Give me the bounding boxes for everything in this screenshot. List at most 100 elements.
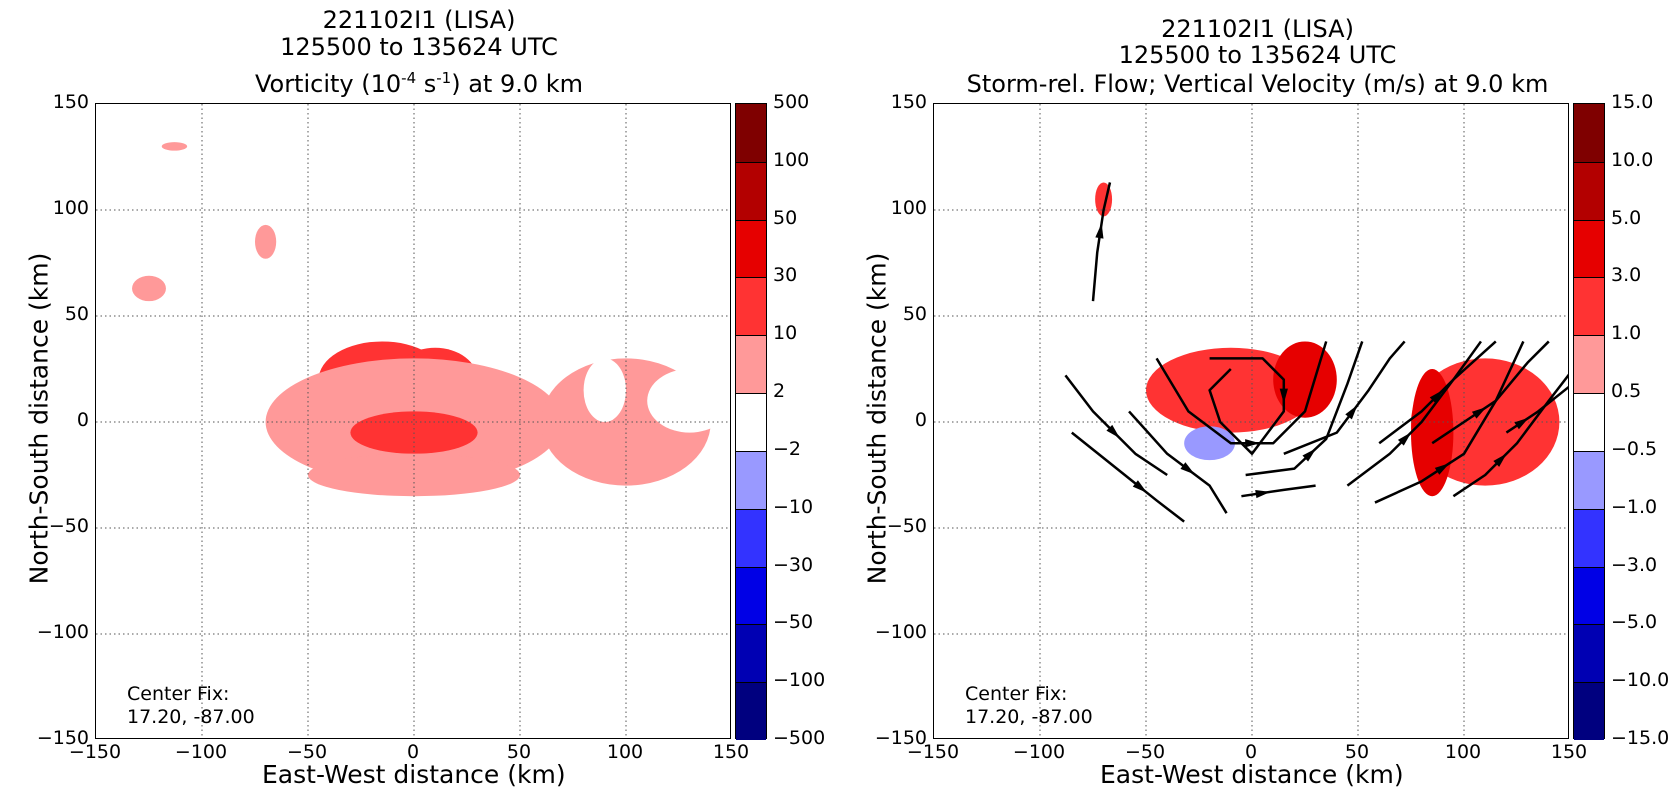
colorbar-segment bbox=[1574, 104, 1604, 162]
streamline-9 bbox=[1346, 340, 1482, 487]
colorbar-tick-label: 100 bbox=[773, 148, 810, 171]
chart-title-line3: Vorticity (10-4 s-1) at 9.0 km bbox=[254, 69, 584, 98]
streamline-11 bbox=[1374, 340, 1525, 504]
contour-blob-6 bbox=[647, 369, 730, 433]
contour-blob-11 bbox=[161, 142, 188, 151]
y-tick-label: −50 bbox=[886, 515, 927, 537]
x-tick-label: 150 bbox=[1550, 741, 1588, 763]
contour-blob-5 bbox=[1124, 464, 1168, 507]
x-tick-label: −50 bbox=[286, 741, 328, 763]
streamline-6 bbox=[1245, 341, 1364, 477]
x-tick-label: −100 bbox=[174, 741, 228, 763]
streamline-arrow-13 bbox=[1493, 453, 1507, 467]
colorbar-tick-label: 10 bbox=[773, 322, 798, 345]
y-tick-label: 150 bbox=[52, 91, 89, 113]
streamline-arrow-8 bbox=[1345, 405, 1358, 420]
streamline-arrow-3 bbox=[1180, 462, 1195, 475]
colorbar-tick-label: −500 bbox=[773, 727, 826, 749]
vorticity-field bbox=[96, 104, 730, 738]
colorbar-segment bbox=[1574, 277, 1604, 336]
chart-title-line2: 125500 to 135624 UTC bbox=[280, 33, 558, 61]
contour-blob-3 bbox=[1411, 369, 1454, 497]
vorticity-plot-area bbox=[95, 103, 731, 739]
y-tick-label: −50 bbox=[48, 515, 89, 537]
vertical-velocity-panel: 221102I1 (LISA) 125500 to 135624 UTC Sto… bbox=[838, 0, 1677, 797]
colorbar-tick-label: 5.0 bbox=[1611, 206, 1642, 229]
y-tick-label: 0 bbox=[76, 409, 89, 431]
x-tick-label: −150 bbox=[906, 741, 960, 763]
y-tick-label: −100 bbox=[36, 621, 89, 643]
colorbar-tick-label: −10 bbox=[773, 495, 814, 518]
colorbar-segment bbox=[736, 682, 766, 740]
colorbar-segment bbox=[1574, 682, 1604, 740]
x-tick-label: 0 bbox=[406, 741, 420, 763]
colorbar-tick-label: 1.0 bbox=[1611, 322, 1642, 345]
colorbar-segment bbox=[1574, 450, 1604, 509]
center-fix-value: 17.20, -87.00 bbox=[965, 706, 1093, 728]
colorbar-tick-label: −5.0 bbox=[1611, 611, 1658, 634]
contour-blob-4 bbox=[1184, 426, 1236, 461]
y-tick-label: 150 bbox=[890, 91, 927, 113]
contour-blob-8 bbox=[132, 275, 166, 302]
x-axis-title: East-West distance (km) bbox=[262, 760, 566, 789]
y-tick-label: −150 bbox=[874, 727, 927, 749]
streamline-arrow-2 bbox=[1132, 480, 1147, 493]
colorbar-segment bbox=[736, 508, 766, 567]
contour-blob-7 bbox=[944, 237, 966, 268]
contour-blob-10 bbox=[161, 256, 179, 270]
contour-blob-9 bbox=[255, 224, 277, 259]
streamline-13 bbox=[1452, 373, 1568, 498]
streamline-arrow-11 bbox=[1434, 463, 1450, 475]
vertical-velocity-field bbox=[934, 104, 1568, 738]
colorbar-tick-label: −100 bbox=[773, 669, 826, 692]
colorbar-tick-label: 500 bbox=[773, 91, 810, 113]
x-axis-title: East-West distance (km) bbox=[1100, 760, 1404, 789]
vorticity-colorbar bbox=[735, 103, 767, 740]
y-tick-label: 100 bbox=[52, 197, 89, 219]
x-tick-label: 50 bbox=[506, 741, 532, 763]
colorbar-tick-label: −1.0 bbox=[1611, 495, 1658, 518]
streamline-arrow-1 bbox=[1106, 424, 1120, 439]
streamline-arrow-9 bbox=[1397, 432, 1412, 446]
vertical-velocity-plot-area bbox=[933, 103, 1569, 739]
colorbar-tick-label: −2 bbox=[773, 437, 802, 460]
streamline-12 bbox=[1431, 340, 1550, 445]
colorbar-segment bbox=[1574, 566, 1604, 625]
vertical-velocity-colorbar bbox=[1573, 103, 1605, 740]
y-tick-label: 100 bbox=[890, 197, 927, 219]
y-tick-label: 50 bbox=[64, 303, 89, 325]
colorbar-tick-label: 0.5 bbox=[1611, 380, 1642, 403]
colorbar-segment bbox=[736, 161, 766, 220]
x-tick-label: 100 bbox=[606, 741, 644, 763]
colorbar-segment bbox=[736, 624, 766, 683]
colorbar-tick-label: −10.0 bbox=[1611, 669, 1670, 692]
streamline-7 bbox=[1241, 484, 1316, 498]
colorbar-segment bbox=[1574, 393, 1604, 451]
y-tick-label: 0 bbox=[914, 409, 927, 431]
y-axis-title: North-South distance (km) bbox=[24, 252, 54, 585]
contour-blob-7 bbox=[583, 358, 626, 422]
streamline-arrow-14 bbox=[1514, 417, 1529, 430]
center-fix-value: 17.20, -87.00 bbox=[127, 706, 255, 728]
colorbar-segment bbox=[1574, 335, 1604, 394]
colorbar-segment bbox=[736, 219, 766, 278]
colorbar-segment bbox=[736, 450, 766, 509]
y-tick-label: −100 bbox=[874, 621, 927, 643]
colorbar-tick-label: 10.0 bbox=[1611, 148, 1654, 171]
colorbar-tick-label: −30 bbox=[773, 553, 814, 576]
x-tick-label: −150 bbox=[68, 741, 122, 763]
contour-blob-6 bbox=[1093, 356, 1136, 382]
vorticity-panel: 221102I1 (LISA) 125500 to 135624 UTC Vor… bbox=[0, 0, 838, 797]
y-axis-title: North-South distance (km) bbox=[862, 252, 892, 585]
streamline-arrow-6 bbox=[1302, 448, 1317, 462]
colorbar-tick-label: 30 bbox=[773, 264, 798, 287]
colorbar-tick-label: −15.0 bbox=[1611, 727, 1670, 749]
colorbar-segment bbox=[1574, 624, 1604, 683]
chart-title-line3: Storm-rel. Flow; Vertical Velocity (m/s)… bbox=[966, 70, 1549, 98]
x-tick-label: −100 bbox=[1012, 741, 1066, 763]
colorbar-segment bbox=[736, 335, 766, 394]
streamline-arrow-4 bbox=[1245, 439, 1260, 448]
x-tick-label: 150 bbox=[712, 741, 750, 763]
colorbar-segment bbox=[736, 566, 766, 625]
center-fix-label: Center Fix: bbox=[965, 683, 1068, 705]
